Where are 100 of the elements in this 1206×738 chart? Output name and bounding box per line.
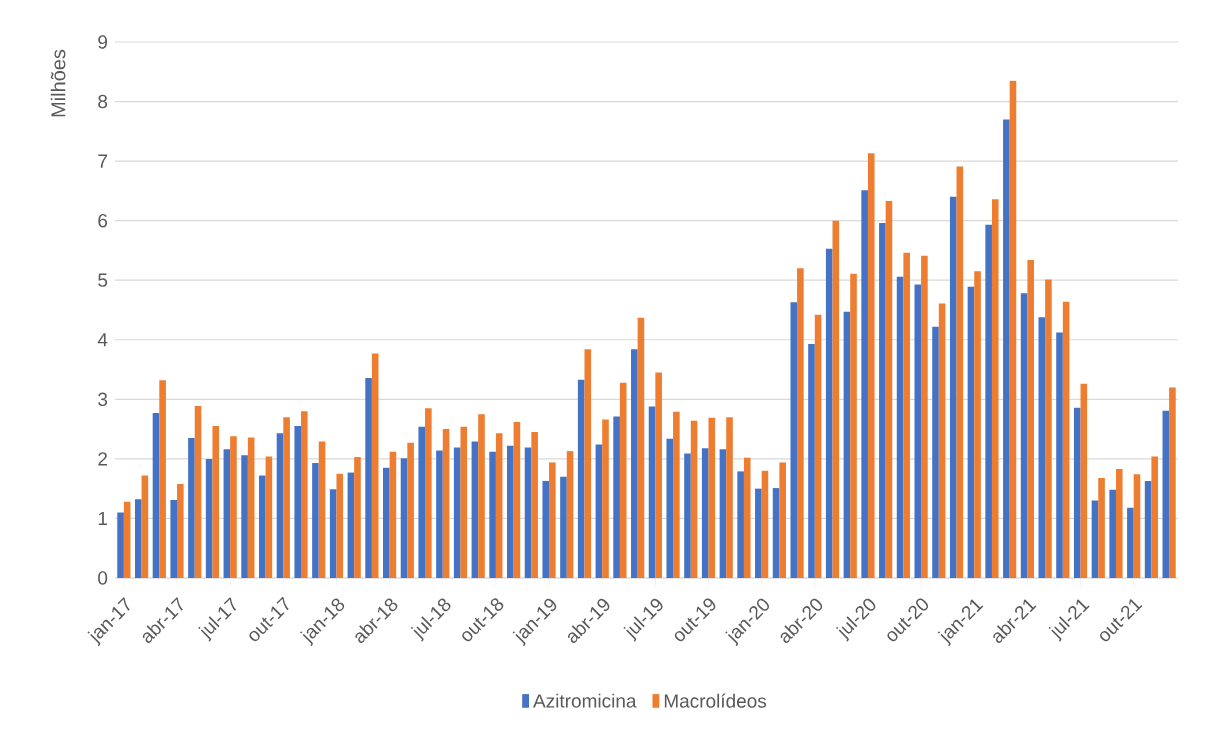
bar <box>194 405 202 578</box>
bar <box>921 255 928 578</box>
y-tick-label: 3 <box>98 392 108 407</box>
bar <box>542 480 550 578</box>
bar <box>1151 456 1159 578</box>
bar <box>832 220 840 578</box>
bar <box>560 476 567 578</box>
bar <box>637 317 645 578</box>
bar <box>879 223 886 578</box>
bar <box>489 451 496 578</box>
bar <box>117 512 124 578</box>
bar <box>524 447 532 578</box>
bar <box>1169 387 1176 578</box>
bar <box>400 458 408 578</box>
bar <box>123 501 131 578</box>
bar <box>932 326 939 578</box>
bar <box>152 413 160 578</box>
bar <box>478 414 485 578</box>
bar <box>425 408 432 578</box>
bar <box>436 450 443 578</box>
bar <box>329 489 337 578</box>
bar <box>843 311 851 578</box>
bar <box>566 451 574 578</box>
bar <box>1073 407 1081 578</box>
bar <box>247 437 255 578</box>
bar <box>602 419 609 578</box>
bar <box>170 499 178 578</box>
bar <box>1062 301 1070 578</box>
bar <box>1127 507 1134 578</box>
bar <box>967 286 975 578</box>
bar <box>595 444 603 578</box>
bar <box>513 421 521 578</box>
bar <box>495 433 503 578</box>
bar <box>177 483 184 578</box>
bar <box>1009 80 1017 578</box>
bar <box>336 473 344 578</box>
bar <box>318 441 326 578</box>
bar <box>354 457 361 578</box>
bar <box>442 429 450 578</box>
bar <box>755 488 762 578</box>
bar <box>850 273 857 578</box>
bar <box>1162 410 1170 578</box>
bar <box>1003 119 1010 578</box>
bar <box>903 252 910 578</box>
bar <box>383 467 390 578</box>
bar <box>1038 317 1046 578</box>
bar <box>389 451 397 578</box>
bar <box>1098 477 1105 578</box>
bar <box>1056 332 1063 578</box>
y-tick-label: 9 <box>98 35 108 49</box>
bar <box>1045 279 1052 578</box>
bar <box>294 426 302 578</box>
bar <box>407 442 414 578</box>
bar <box>549 462 556 578</box>
bar <box>507 445 514 578</box>
bar <box>258 475 266 578</box>
bar <box>666 438 674 578</box>
bar <box>1080 383 1088 578</box>
bar <box>134 499 142 578</box>
y-tick-label: 6 <box>98 213 108 228</box>
bar <box>471 441 479 578</box>
bar <box>418 426 426 578</box>
bar <box>885 201 893 578</box>
bar <box>867 153 875 578</box>
bar <box>212 426 220 578</box>
y-tick-label: 5 <box>98 273 108 287</box>
bar <box>985 224 992 578</box>
bar <box>708 417 716 578</box>
bar <box>726 417 733 578</box>
bar <box>684 453 691 578</box>
bar <box>347 472 355 578</box>
bar <box>584 349 592 578</box>
bar <box>241 455 248 578</box>
bar <box>188 438 195 578</box>
bar <box>737 471 744 578</box>
bar <box>1115 469 1123 578</box>
bar <box>1027 259 1034 578</box>
bar <box>938 303 946 578</box>
bar <box>1091 500 1099 578</box>
bar <box>283 417 290 578</box>
bar <box>141 475 149 578</box>
y-axis-title: Milhões <box>50 49 66 117</box>
bar <box>230 436 237 578</box>
bar <box>974 271 981 578</box>
bar <box>312 463 319 578</box>
bar <box>701 448 709 578</box>
bar <box>861 190 868 578</box>
y-tick-label: 7 <box>98 154 107 168</box>
bar <box>673 411 680 578</box>
bar <box>577 379 585 578</box>
bar <box>814 314 822 578</box>
bar <box>460 426 468 578</box>
bar <box>808 343 815 578</box>
bar <box>223 449 231 578</box>
bar <box>797 268 804 578</box>
bar <box>896 276 904 578</box>
bar <box>690 420 698 578</box>
bar <box>531 432 538 578</box>
bar <box>371 353 379 578</box>
bar <box>1109 489 1116 578</box>
